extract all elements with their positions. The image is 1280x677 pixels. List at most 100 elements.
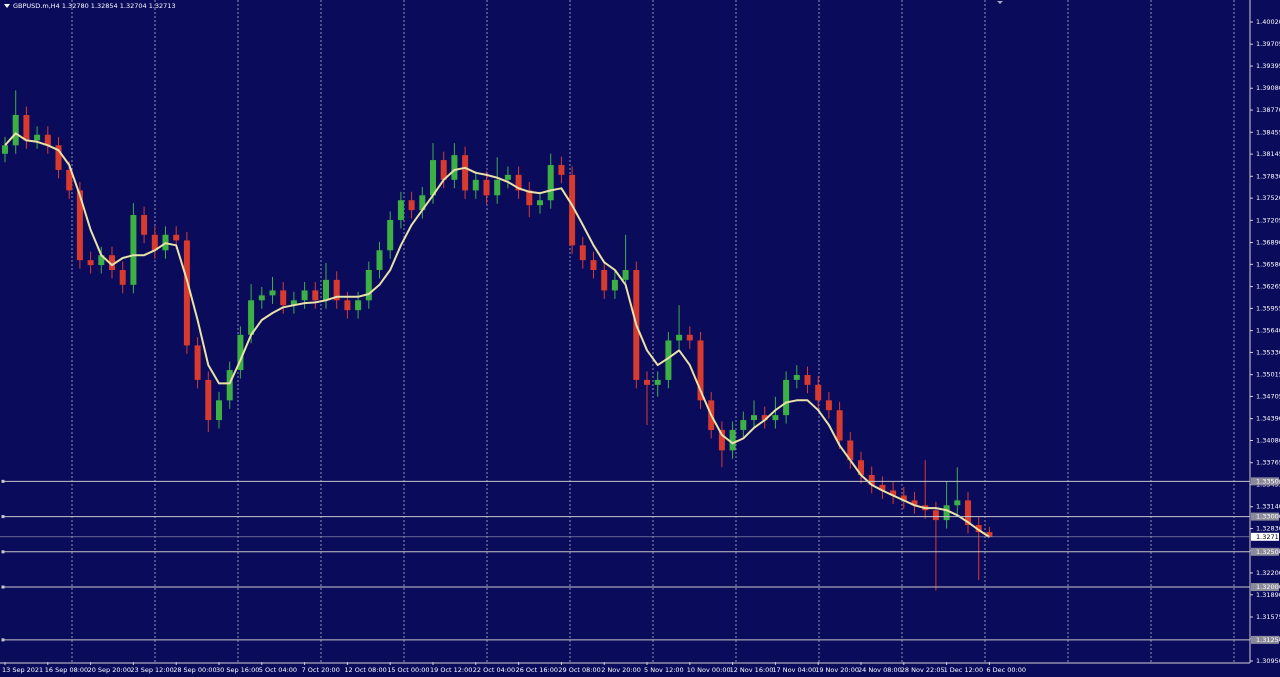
candle-body [408,200,415,211]
x-tick-label: 23 Sep 12:00 [130,666,173,674]
candle-body [751,415,757,421]
level-label: 1.33500 [1256,477,1280,485]
level-label-box [1251,547,1279,556]
y-tick-label: 1.32830 [1256,525,1280,533]
y-tick-label: 1.36265 [1256,283,1280,291]
y-tick-label: 1.34390 [1256,415,1280,423]
candle-body [975,525,982,533]
candle-body [815,384,822,401]
candle-body [23,115,30,141]
x-tick-label: 29 Oct 08:00 [558,666,600,674]
candle-body [280,290,287,306]
candle-body [665,340,672,380]
x-tick-label: 12 Nov 16:00 [730,666,774,674]
candle-body [248,300,255,335]
candle-body [804,374,811,385]
candle-body [216,400,222,421]
x-tick-label: 24 Nov 08:00 [858,666,902,674]
candle-body [323,279,329,301]
candle-body [644,379,650,385]
y-tick-label: 1.38770 [1256,106,1280,114]
y-tick-label: 1.40020 [1256,18,1280,26]
x-tick-label: 19 Nov 20:00 [815,666,859,674]
candle-body [825,400,832,411]
y-tick-label: 1.37830 [1256,172,1280,180]
candle-body [890,490,897,496]
y-tick-label: 1.39080 [1256,84,1280,92]
level-handle [1,515,5,519]
candle-body [986,532,993,537]
candle-body [761,415,768,421]
candle-body [654,379,661,385]
x-tick-label: 26 Oct 16:00 [516,666,558,674]
current-price-box [1251,532,1279,541]
candle-body [430,160,436,196]
candle-body [12,115,19,146]
level-label-box [1251,635,1279,644]
x-tick-label: 6 Dec 00:00 [986,666,1026,674]
x-tick-label: 13 Sep 2021 [2,666,43,674]
candle-body [590,260,597,271]
y-tick-label: 1.31575 [1256,613,1280,621]
candle-body [333,279,340,301]
candle-body [237,334,244,371]
candle-body [483,179,490,196]
candle-body [879,484,886,491]
x-tick-label: 19 Oct 12:00 [430,666,472,674]
candle-body [173,234,180,241]
y-tick-label: 1.38455 [1256,128,1280,136]
level-label: 1.32000 [1256,583,1280,591]
candle-body [932,510,939,521]
y-tick-label: 1.34705 [1256,392,1280,400]
candle-body [868,475,875,485]
y-tick-label: 1.33140 [1256,503,1280,511]
candle-body [44,134,51,146]
level-handle [1,585,5,589]
candle-body [66,169,73,191]
candle-body [686,334,693,341]
candle-body [858,460,864,476]
y-tick-label: 1.33765 [1256,459,1280,467]
candle-body [494,179,501,196]
level-label-box [1251,512,1279,521]
y-tick-label: 1.36580 [1256,260,1280,268]
candle-body [98,255,105,266]
x-tick-label: 7 Oct 20:00 [302,666,340,674]
candle-body [2,145,8,154]
y-tick-label: 1.39395 [1256,62,1280,70]
candle-body [847,440,854,461]
candle-body [740,420,747,430]
level-label: 1.32500 [1256,548,1280,556]
x-tick-label: 28 Sep 00:00 [173,666,216,674]
candle-body [558,165,565,175]
candle-body [387,219,394,251]
candle-body [440,160,447,180]
candle-body [365,270,372,301]
y-tick-label: 1.35015 [1256,371,1280,379]
candle-body [601,270,608,291]
candle-body [462,155,469,191]
candle-body [504,174,511,180]
candle-body [472,179,479,191]
candle-body [537,200,543,206]
candle-body [376,250,383,271]
x-tick-label: 10 Nov 00:00 [687,666,731,674]
candle-body [194,345,201,380]
y-tick-label: 1.38145 [1256,150,1280,158]
x-tick-label: 2 Nov 20:00 [601,666,641,674]
candle-body [269,290,276,296]
candle-body [290,300,297,306]
level-handle [1,550,5,554]
candle-body [515,174,522,191]
level-label-box [1251,477,1279,486]
symbol-menu-icon[interactable] [4,4,10,8]
candle-body [301,290,308,301]
x-tick-label: 1 Dec 12:00 [944,666,984,674]
x-tick-label: 28 Nov 22:05 [901,666,945,674]
y-tick-label: 1.35330 [1256,348,1280,356]
chart-shift-marker [997,1,1003,4]
x-tick-label: 5 Oct 04:00 [259,666,297,674]
candle-body [697,340,704,401]
candle-body [547,165,554,201]
